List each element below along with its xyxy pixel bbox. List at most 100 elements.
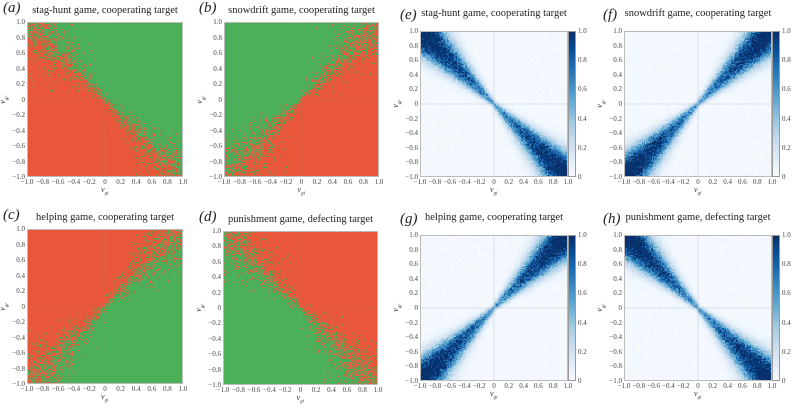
y-tick-label: 0.2 bbox=[212, 288, 221, 297]
x-tick-label: 0.6 bbox=[342, 386, 352, 394]
x-tick-label: −0.2 bbox=[676, 382, 690, 390]
y-tick-label: −0.8 bbox=[609, 158, 622, 167]
y-tick-label: −1.0 bbox=[12, 173, 25, 181]
x-tick-label: 0 bbox=[103, 385, 107, 393]
y-tick-label: 0.8 bbox=[409, 41, 418, 50]
colorbar bbox=[772, 31, 780, 177]
x-tick-label: 0.6 bbox=[534, 178, 543, 186]
x-tick-label: 0.4 bbox=[723, 178, 732, 186]
panel-title: helping game, cooperating target bbox=[424, 212, 564, 223]
y-tick-label: 1.0 bbox=[409, 231, 418, 239]
y-tick-label: 0.8 bbox=[16, 33, 25, 42]
x-tick-label: −0.2 bbox=[279, 178, 293, 186]
panel-letter: (d) bbox=[199, 209, 217, 225]
colorbar bbox=[568, 235, 576, 381]
x-tick-label: 0.6 bbox=[534, 382, 543, 390]
x-tick-label: −0.6 bbox=[443, 178, 456, 186]
y-tick-label: −0.8 bbox=[209, 157, 222, 166]
y-tick-label: −0.6 bbox=[405, 143, 418, 152]
colorbar-tick-label: 0.4 bbox=[782, 114, 791, 123]
y-tick-label: −0.8 bbox=[405, 158, 418, 167]
x-tick-label: 0.6 bbox=[738, 178, 747, 186]
y-tick-label: −0.4 bbox=[12, 333, 25, 342]
x-tick-label: −0.2 bbox=[472, 382, 486, 390]
x-axis-label: vgi bbox=[297, 185, 305, 197]
y-tick-label: 0.4 bbox=[613, 274, 622, 283]
x-tick-label: −1.0 bbox=[617, 382, 631, 390]
x-tick-label: −1.0 bbox=[617, 178, 631, 186]
x-tick-label: −0.8 bbox=[428, 382, 442, 390]
y-tick-label: 0 bbox=[217, 304, 222, 312]
y-tick-label: 0.8 bbox=[409, 245, 418, 254]
y-tick-label: 0.6 bbox=[409, 56, 418, 65]
y-tick-label: −0.6 bbox=[209, 142, 222, 150]
colorbar-tick-label: 1.0 bbox=[578, 27, 587, 35]
heatmap-f bbox=[624, 31, 772, 177]
y-tick-label: 1.0 bbox=[613, 27, 622, 35]
x-tick-label: 0.4 bbox=[327, 386, 336, 394]
x-tick-label: −0.2 bbox=[676, 178, 690, 186]
y-tick-label: 0 bbox=[414, 304, 419, 312]
x-tick-label: 0.2 bbox=[311, 386, 321, 394]
x-tick-label: −1.0 bbox=[413, 382, 427, 390]
colorbar-tick-label: 0 bbox=[578, 173, 582, 181]
colorbar-tick-label: 0.6 bbox=[782, 85, 791, 94]
y-tick-label: −0.4 bbox=[12, 126, 25, 135]
x-tick-label: 0.8 bbox=[358, 386, 367, 394]
y-tick-label: −0.2 bbox=[12, 318, 25, 326]
y-tick-label: 0 bbox=[218, 95, 223, 104]
x-tick-label: −0.8 bbox=[232, 386, 245, 394]
y-tick-label: −0.4 bbox=[609, 333, 622, 342]
y-tick-label: −0.6 bbox=[12, 142, 25, 150]
y-tick-label: 0 bbox=[414, 100, 419, 108]
x-axis-label: vgi bbox=[694, 389, 702, 401]
colorbar-tick-label: 0.8 bbox=[578, 260, 587, 269]
y-tick-label: −0.6 bbox=[609, 143, 622, 152]
y-axis-label: vgr bbox=[195, 95, 207, 104]
colorbar-tick-label: 0.6 bbox=[578, 289, 587, 298]
x-tick-label: 0.8 bbox=[752, 178, 762, 186]
y-tick-label: 0.6 bbox=[213, 49, 222, 57]
x-tick-label: 0 bbox=[299, 178, 304, 186]
x-tick-label: −0.4 bbox=[458, 178, 471, 186]
panel-letter: (g) bbox=[400, 211, 418, 227]
y-tick-label: 0.4 bbox=[613, 70, 622, 79]
x-tick-label: 0.4 bbox=[131, 385, 141, 393]
x-tick-label: −0.2 bbox=[278, 386, 292, 394]
x-tick-label: −0.6 bbox=[247, 386, 261, 394]
y-tick-label: −0.4 bbox=[209, 126, 222, 135]
y-tick-label: 0 bbox=[21, 302, 26, 311]
panel-title: punishment game, defecting target bbox=[227, 214, 374, 225]
y-tick-label: −0.8 bbox=[12, 364, 25, 373]
colorbar-tick-label: 0.2 bbox=[782, 347, 791, 356]
y-tick-label: 0.2 bbox=[613, 289, 622, 298]
colorbar-tick-label: 0.6 bbox=[782, 289, 791, 298]
heatmap-d bbox=[223, 231, 378, 385]
x-tick-label: 0.8 bbox=[752, 382, 762, 390]
y-axis-label: vgr bbox=[391, 99, 403, 108]
panel-title: stag-hunt game, cooperating target bbox=[421, 8, 567, 19]
y-tick-label: −0.2 bbox=[609, 114, 622, 123]
x-tick-label: −0.4 bbox=[662, 178, 675, 186]
x-tick-label: −0.6 bbox=[248, 178, 262, 186]
y-tick-label: 0.2 bbox=[409, 289, 418, 298]
x-tick-label: −1.0 bbox=[413, 178, 427, 186]
y-tick-label: −0.6 bbox=[12, 349, 25, 357]
x-axis-label: vgi bbox=[490, 185, 498, 197]
colorbar-tick-label: 0 bbox=[782, 377, 786, 385]
x-tick-label: 1.0 bbox=[563, 178, 573, 186]
colorbar-tick-label: 0.8 bbox=[782, 260, 791, 269]
colorbar-tick-label: 0 bbox=[782, 173, 786, 181]
y-tick-label: 0.4 bbox=[212, 273, 221, 282]
y-tick-label: −0.2 bbox=[405, 114, 418, 123]
x-tick-label: 1.0 bbox=[767, 382, 777, 390]
y-axis-label: vgr bbox=[595, 99, 607, 108]
colorbar-tick-label: 0.8 bbox=[578, 56, 587, 65]
y-tick-label: 0.4 bbox=[16, 64, 25, 73]
x-tick-label: 1.0 bbox=[374, 178, 384, 186]
colorbar bbox=[772, 235, 780, 381]
heatmap-e bbox=[420, 31, 568, 177]
x-tick-label: 0 bbox=[103, 178, 107, 186]
x-tick-label: 0 bbox=[492, 178, 496, 186]
y-tick-label: −0.2 bbox=[609, 318, 622, 327]
